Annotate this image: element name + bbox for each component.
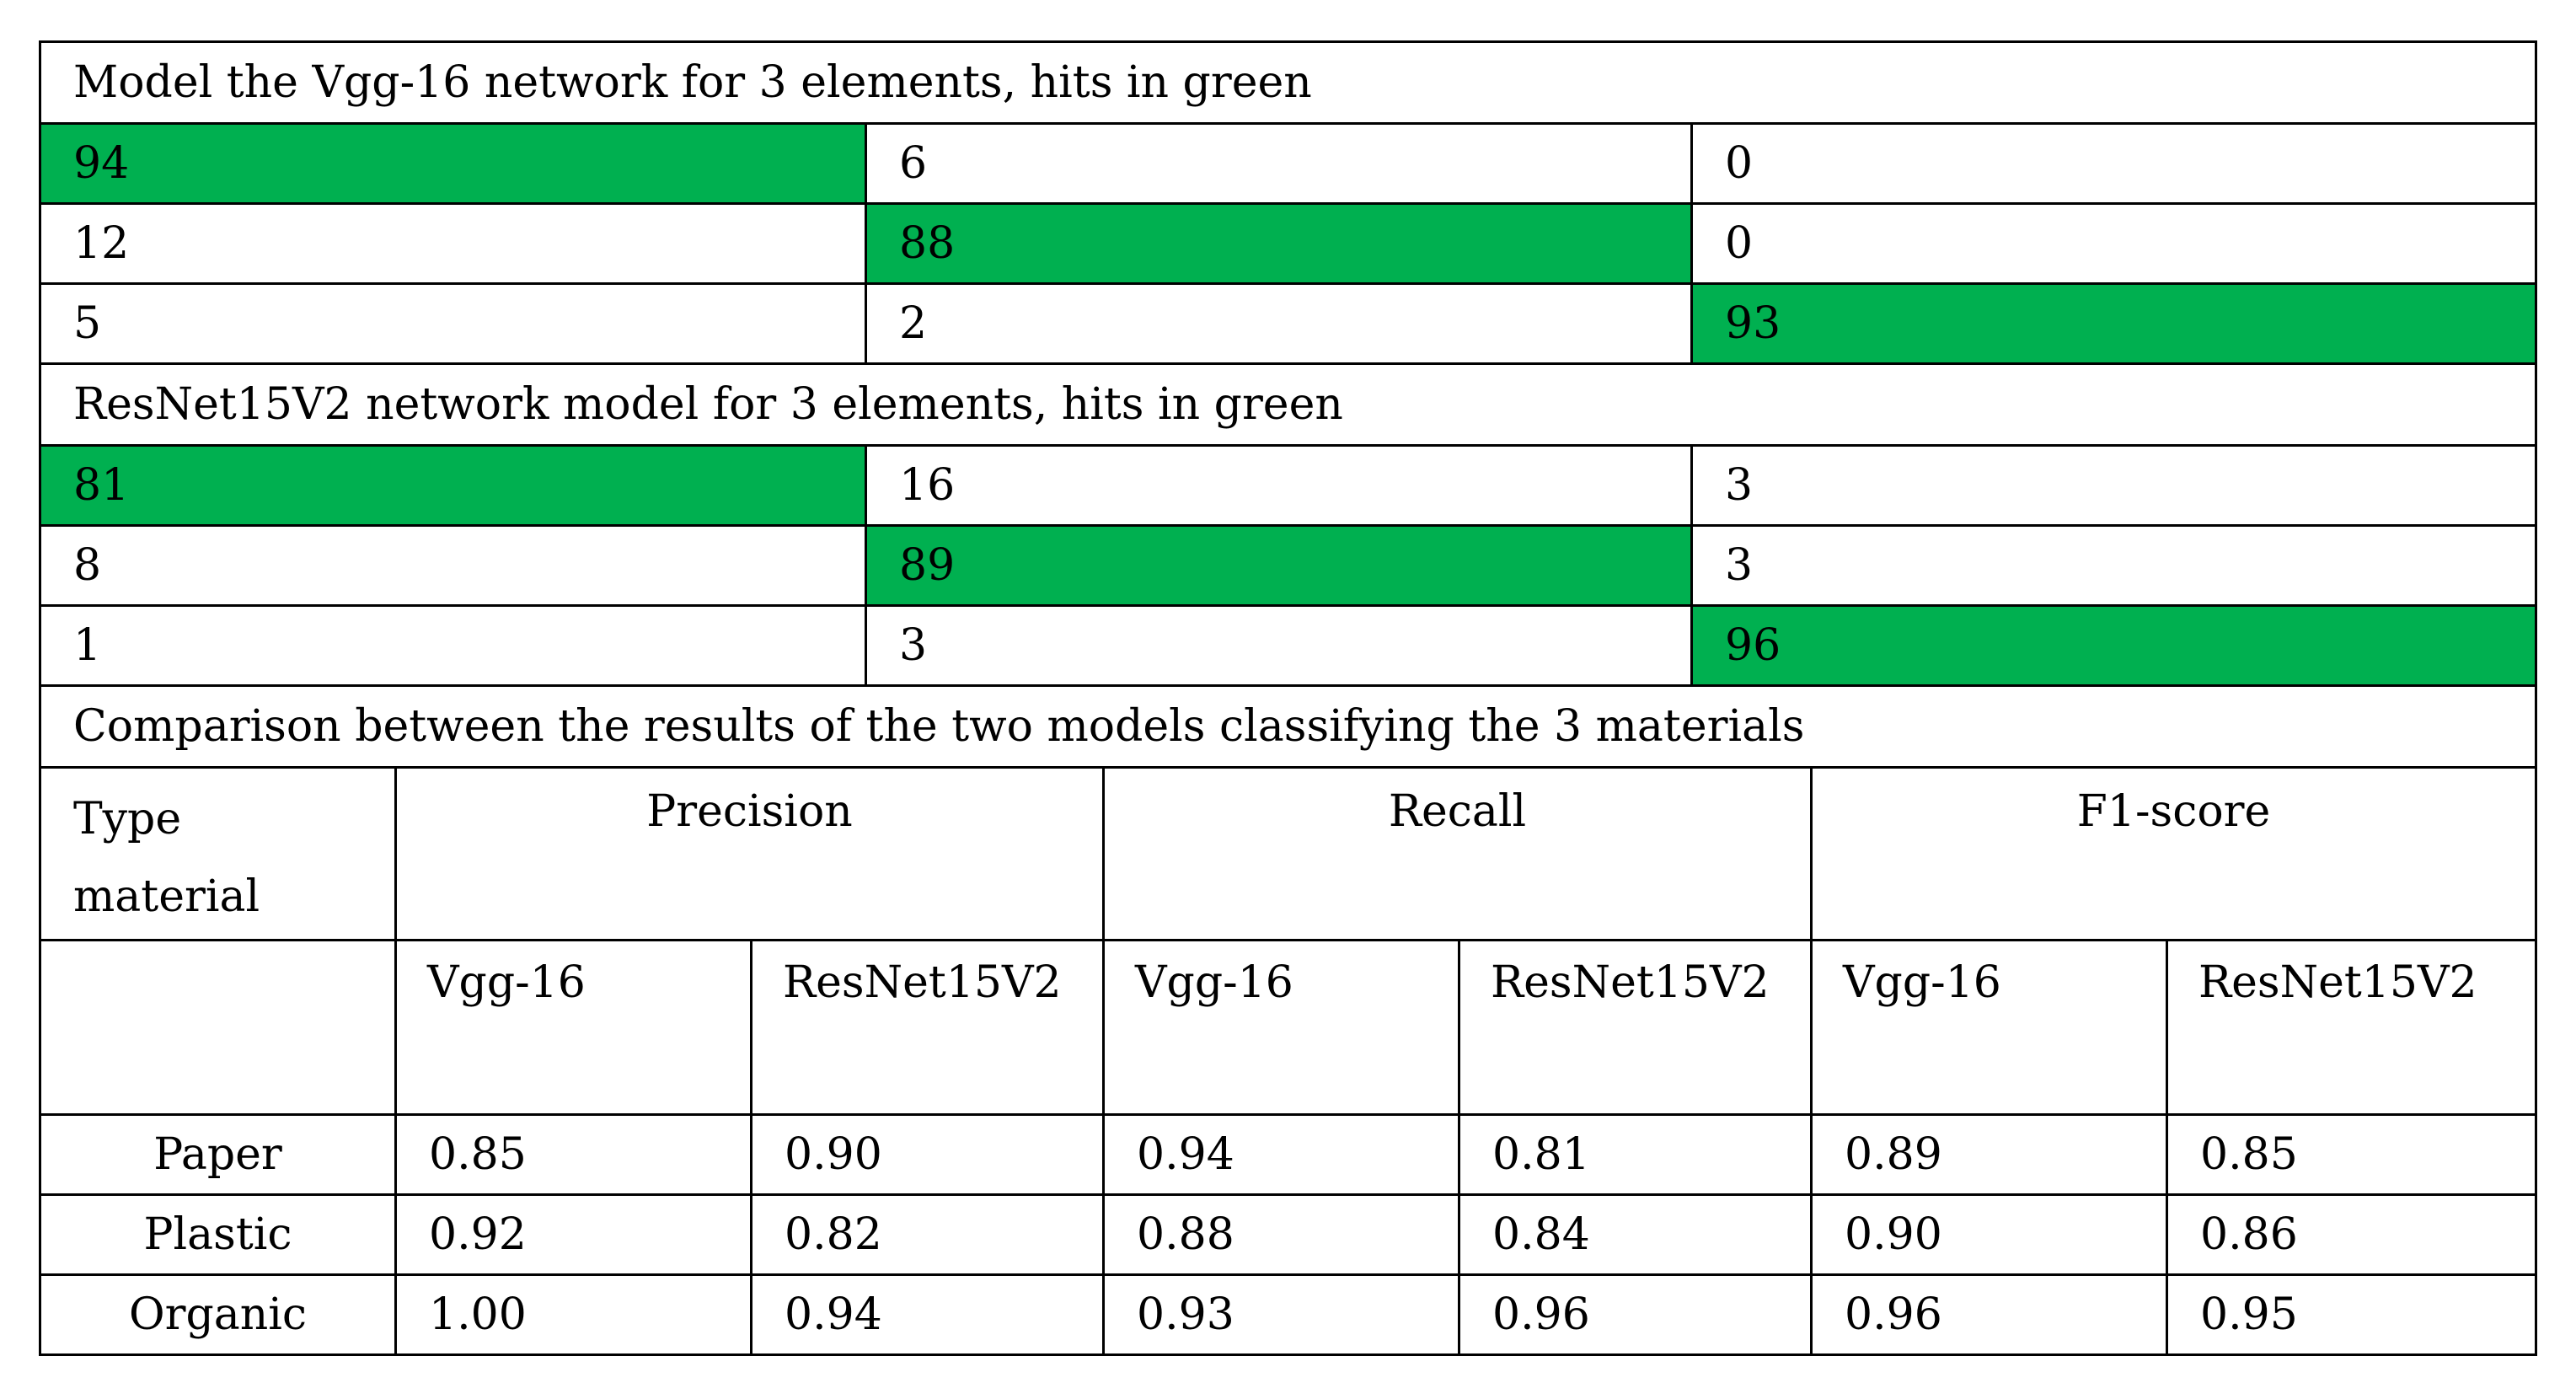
metric-value: 0.82	[750, 1193, 1105, 1276]
vgg-cell: 12	[39, 202, 867, 285]
results-table-container: Model the Vgg-16 network for 3 elements,…	[38, 40, 2538, 1356]
comparison-title-row: Comparison between the results of the tw…	[38, 684, 2538, 769]
vgg-matrix-row: 5 2 93	[39, 282, 2537, 365]
resnet-cell: 1	[39, 604, 867, 687]
empty-header-cell	[39, 939, 397, 1116]
vgg-matrix-title: Model the Vgg-16 network for 3 elements,…	[39, 40, 2537, 125]
vgg-cell-hit: 88	[865, 202, 1693, 285]
metric-value: 0.94	[750, 1273, 1105, 1356]
vgg-cell-hit: 94	[39, 122, 867, 205]
vgg-cell: 0	[1690, 122, 2537, 205]
metric-value: 0.88	[1102, 1193, 1460, 1276]
metric-value: 0.93	[1102, 1273, 1460, 1356]
table-row: Paper 0.85 0.90 0.94 0.81 0.89 0.85	[39, 1113, 2538, 1196]
metric-value: 0.94	[1102, 1113, 1460, 1196]
resnet-matrix-title: ResNet15V2 network model for 3 elements,…	[39, 362, 2537, 447]
model-header-row: Vgg-16 ResNet15V2 Vgg-16 ResNet15V2 Vgg-…	[39, 939, 2538, 1116]
metric-value: 0.81	[1458, 1113, 1813, 1196]
table-row: Plastic 0.92 0.82 0.88 0.84 0.90 0.86	[39, 1193, 2538, 1276]
metric-value: 0.89	[1810, 1113, 2168, 1196]
precision-header: Precision	[394, 766, 1105, 941]
vgg-cell-hit: 93	[1690, 282, 2537, 365]
material-label: Plastic	[39, 1193, 397, 1276]
metric-group-header-row: Type material Precision Recall F1-score	[39, 766, 2538, 941]
recall-header: Recall	[1102, 766, 1813, 941]
model-header: Vgg-16	[1810, 939, 2168, 1116]
metric-value: 0.90	[750, 1113, 1105, 1196]
metric-value: 0.92	[394, 1193, 752, 1276]
resnet-cell-hit: 96	[1690, 604, 2537, 687]
material-label: Paper	[39, 1113, 397, 1196]
resnet-cell: 3	[1690, 444, 2537, 527]
vgg-cell: 5	[39, 282, 867, 365]
metric-value: 0.96	[1458, 1273, 1813, 1356]
resnet-cell: 3	[865, 604, 1693, 687]
vgg-cell: 6	[865, 122, 1693, 205]
vgg-title-row: Model the Vgg-16 network for 3 elements,…	[39, 40, 2537, 125]
resnet-cell-hit: 89	[865, 524, 1693, 607]
resnet-matrix-row: 1 3 96	[39, 604, 2537, 687]
vgg-cell: 2	[865, 282, 1693, 365]
model-header: ResNet15V2	[2165, 939, 2538, 1116]
metric-value: 1.00	[394, 1273, 752, 1356]
metric-value: 0.90	[1810, 1193, 2168, 1276]
vgg-cell: 0	[1690, 202, 2537, 285]
resnet-title-row: ResNet15V2 network model for 3 elements,…	[39, 362, 2537, 447]
metric-value: 0.85	[394, 1113, 752, 1196]
table-row: Organic 1.00 0.94 0.93 0.96 0.96 0.95	[39, 1273, 2538, 1356]
resnet-cell-hit: 81	[39, 444, 867, 527]
resnet-matrix-row: 8 89 3	[39, 524, 2537, 607]
resnet-cell: 16	[865, 444, 1693, 527]
metric-value: 0.84	[1458, 1193, 1813, 1276]
vgg-matrix-row: 12 88 0	[39, 202, 2537, 285]
model-header: ResNet15V2	[750, 939, 1105, 1116]
model-header: Vgg-16	[1102, 939, 1460, 1116]
metric-value: 0.95	[2165, 1273, 2538, 1356]
type-material-header: Type material	[39, 766, 397, 941]
resnet-cell: 3	[1690, 524, 2537, 607]
vgg-matrix-row: 94 6 0	[39, 122, 2537, 205]
f1-score-header: F1-score	[1809, 766, 2538, 941]
model-header: Vgg-16	[394, 939, 752, 1116]
metric-value: 0.96	[1810, 1273, 2168, 1356]
comparison-table: Comparison between the results of the tw…	[38, 684, 2538, 1356]
model-header: ResNet15V2	[1458, 939, 1813, 1116]
confusion-matrix-table: Model the Vgg-16 network for 3 elements,…	[39, 40, 2537, 687]
metric-value: 0.86	[2165, 1193, 2538, 1276]
metric-value: 0.85	[2165, 1113, 2538, 1196]
resnet-matrix-row: 81 16 3	[39, 444, 2537, 527]
resnet-cell: 8	[39, 524, 867, 607]
material-label: Organic	[39, 1273, 397, 1356]
comparison-title: Comparison between the results of the tw…	[38, 684, 2538, 769]
